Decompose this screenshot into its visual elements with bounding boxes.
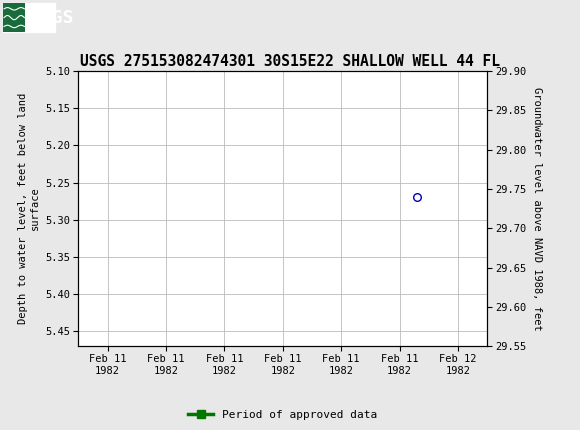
FancyBboxPatch shape xyxy=(3,3,25,32)
Text: USGS: USGS xyxy=(30,9,74,27)
Text: USGS 275153082474301 30S15E22 SHALLOW WELL 44 FL: USGS 275153082474301 30S15E22 SHALLOW WE… xyxy=(80,54,500,68)
Y-axis label: Groundwater level above NAVD 1988, feet: Groundwater level above NAVD 1988, feet xyxy=(532,87,542,330)
Legend: Period of approved data: Period of approved data xyxy=(184,405,382,424)
FancyBboxPatch shape xyxy=(3,3,55,32)
Y-axis label: Depth to water level, feet below land
surface: Depth to water level, feet below land su… xyxy=(18,93,40,324)
